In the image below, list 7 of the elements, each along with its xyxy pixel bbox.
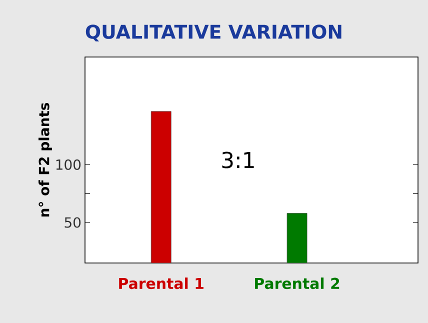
annotation: 3:1 xyxy=(222,152,254,168)
y-tick-label: 100 xyxy=(56,159,81,170)
y-axis-title: n° of F2 plants xyxy=(38,102,52,217)
x-tick-label: Parental 1 xyxy=(119,278,204,290)
x-tick-label: Parental 2 xyxy=(255,278,340,290)
y-tick-label: 50 xyxy=(64,217,81,228)
chart-title: QUALITATIVE VARIATION xyxy=(86,24,342,42)
